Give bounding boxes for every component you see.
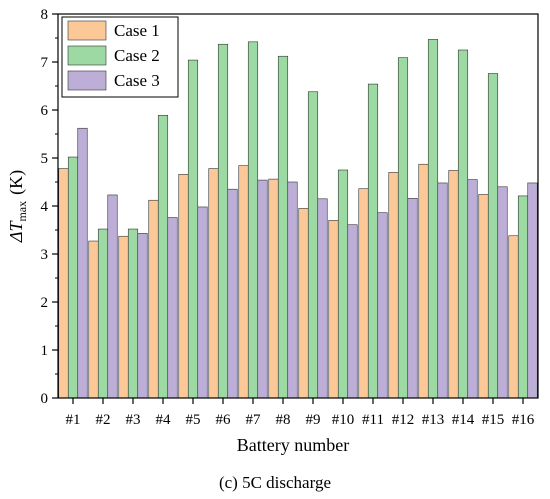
bar-case-1-n16 bbox=[508, 235, 519, 399]
x-tick-label: #11 bbox=[362, 412, 384, 428]
x-tick-label: #2 bbox=[96, 412, 111, 428]
bar-case-2-n4 bbox=[157, 114, 169, 399]
bar-case-3-n2 bbox=[107, 194, 118, 399]
y-tick-label: 8 bbox=[41, 7, 49, 23]
bar-case-1-n3 bbox=[118, 235, 129, 399]
y-tick-label: 7 bbox=[41, 55, 49, 71]
bar-case-2-n9 bbox=[307, 91, 319, 399]
x-tick-label: #5 bbox=[186, 412, 201, 428]
bar-case-2-n13 bbox=[427, 39, 439, 399]
x-tick-label: #9 bbox=[306, 412, 321, 428]
bar-case-1-n10 bbox=[328, 220, 339, 399]
legend-label: Case 1 bbox=[114, 21, 160, 40]
bar-case-2-n3 bbox=[127, 228, 139, 399]
x-tick-label: #15 bbox=[482, 412, 505, 428]
bar-case-2-n8 bbox=[277, 55, 289, 399]
bar-case-3-n14 bbox=[467, 179, 478, 399]
bar-case-1-n8 bbox=[268, 178, 279, 399]
bar-case-2-n10 bbox=[337, 169, 349, 399]
bar-case-1-n14 bbox=[448, 170, 459, 399]
bar-case-3-n4 bbox=[167, 217, 178, 399]
y-axis-title-sub: max bbox=[15, 201, 29, 222]
bar-chart: 0 1 2 3 4 5 6 7 8 #1 #2 #3 #4 #5 #6 #7 #8 #9 #10 #11 #12 #13 #… bbox=[6, 7, 539, 455]
bar-case-2-n14 bbox=[457, 49, 469, 399]
x-tick-label: #3 bbox=[126, 412, 141, 428]
y-tick-label: 1 bbox=[41, 343, 49, 359]
bar-case-3-n11 bbox=[377, 212, 388, 399]
bar-case-3-n6 bbox=[227, 188, 238, 399]
bar-case-2-n6 bbox=[217, 43, 229, 399]
bar-case-2-n5 bbox=[187, 59, 199, 399]
bar-case-2-n7 bbox=[247, 41, 259, 399]
bar-case-2-n16 bbox=[517, 195, 529, 399]
x-tick-label: #7 bbox=[246, 412, 262, 428]
bar-case-3-n13 bbox=[437, 182, 448, 399]
bar-case-2-n1 bbox=[67, 156, 79, 399]
bars-layer bbox=[58, 39, 538, 399]
y-axis-title-symbol: ΔT bbox=[6, 220, 26, 244]
legend: Case 1 Case 2 Case 3 bbox=[61, 16, 179, 98]
bar-case-3-n15 bbox=[497, 186, 508, 399]
y-tick-label: 3 bbox=[41, 247, 49, 263]
legend-label: Case 3 bbox=[114, 71, 160, 90]
legend-swatch-case-1 bbox=[67, 20, 107, 41]
x-tick-label: #16 bbox=[512, 412, 535, 428]
x-tick-label: #14 bbox=[452, 412, 475, 428]
x-tick-label: #12 bbox=[392, 412, 415, 428]
bar-case-2-n15 bbox=[487, 73, 499, 399]
bar-case-3-n16 bbox=[527, 182, 538, 399]
x-tick-label: #10 bbox=[332, 412, 355, 428]
bar-case-3-n7 bbox=[257, 179, 268, 399]
bar-case-3-n8 bbox=[287, 181, 298, 399]
bar-case-1-n15 bbox=[478, 194, 489, 399]
bar-case-1-n12 bbox=[388, 172, 399, 399]
legend-swatch-case-2 bbox=[67, 45, 107, 66]
axes-layer: 0 1 2 3 4 5 6 7 8 #1 #2 #3 #4 #5 #6 #7 #8 #9 #10 #11 #12 #13 #… bbox=[41, 7, 539, 428]
legend-label: Case 2 bbox=[114, 46, 160, 65]
legend-swatch-case-3 bbox=[67, 70, 107, 91]
y-tick-label: 6 bbox=[41, 103, 49, 119]
bar-case-3-n3 bbox=[137, 233, 148, 399]
bar-case-1-n4 bbox=[148, 199, 159, 399]
bar-case-1-n13 bbox=[418, 163, 429, 399]
bar-case-3-n9 bbox=[317, 198, 328, 399]
bar-case-1-n5 bbox=[178, 174, 189, 399]
x-tick-label: #1 bbox=[66, 412, 81, 428]
bar-case-1-n2 bbox=[88, 240, 99, 399]
bar-case-1-n11 bbox=[358, 188, 369, 399]
bar-case-1-n9 bbox=[298, 208, 309, 399]
bar-case-3-n12 bbox=[407, 198, 418, 399]
bar-case-3-n1 bbox=[77, 127, 88, 399]
bar-case-1-n1 bbox=[58, 168, 69, 399]
bar-case-1-n7 bbox=[238, 165, 249, 399]
figure-caption: (c) 5C discharge bbox=[218, 473, 332, 492]
y-axis-title-unit: (K) bbox=[6, 170, 27, 195]
x-axis-title: Battery number bbox=[237, 435, 349, 455]
y-tick-label: 2 bbox=[41, 295, 49, 311]
x-tick-label: #4 bbox=[156, 412, 172, 428]
x-tick-label: #13 bbox=[422, 412, 445, 428]
bar-case-2-n2 bbox=[97, 228, 109, 399]
bar-case-3-n5 bbox=[197, 206, 208, 399]
x-tick-label: #6 bbox=[216, 412, 232, 428]
bar-case-2-n12 bbox=[397, 57, 409, 399]
x-tick-label: #8 bbox=[276, 412, 291, 428]
y-tick-label: 0 bbox=[41, 391, 49, 407]
bar-case-1-n6 bbox=[208, 168, 219, 399]
y-axis-title: ΔTmax (K) bbox=[6, 170, 29, 243]
y-tick-label: 4 bbox=[41, 199, 49, 215]
bar-case-3-n10 bbox=[347, 224, 358, 399]
bar-case-2-n11 bbox=[367, 83, 379, 399]
y-tick-label: 5 bbox=[41, 151, 49, 167]
